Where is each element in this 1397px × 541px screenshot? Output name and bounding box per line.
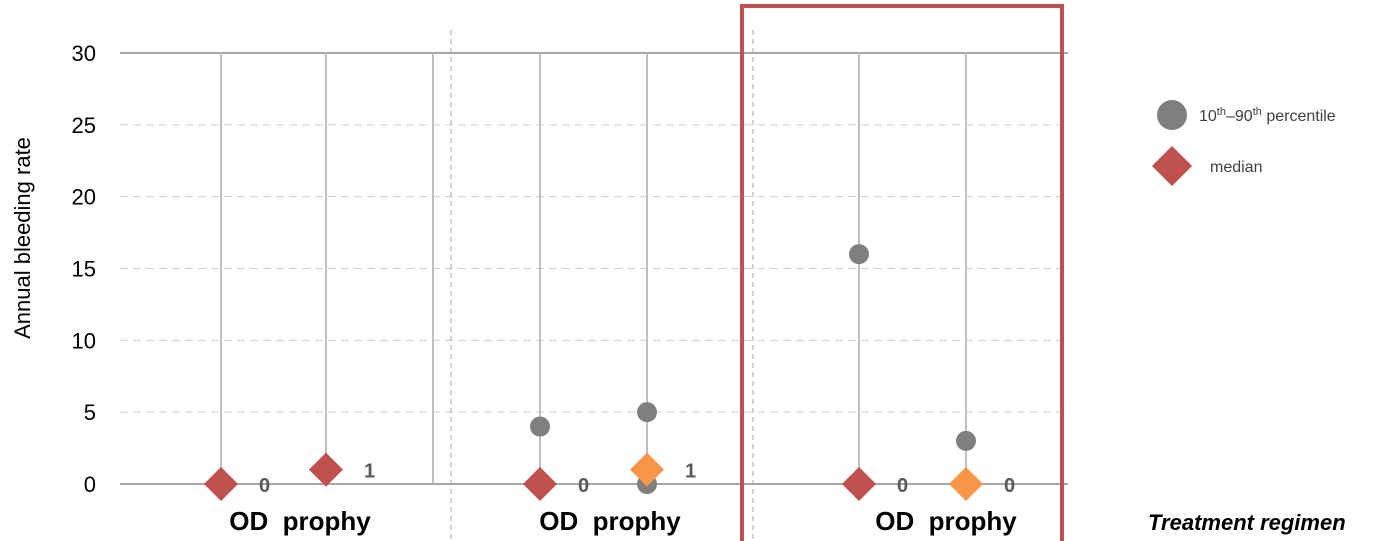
legend: 10th–90th percentile median — [1157, 100, 1336, 176]
median-data-label: 1 — [364, 461, 375, 483]
median-data-label: 0 — [897, 475, 908, 497]
group-label: OD prophy — [875, 506, 1017, 536]
legend-percentile-marker — [1157, 100, 1187, 130]
median-data-label: 0 — [259, 475, 270, 497]
y-tick-label: 30 — [72, 41, 96, 66]
median-marker — [204, 467, 238, 501]
p90-point — [530, 416, 550, 437]
y-tick-label: 25 — [72, 113, 96, 138]
y-axis-label: Annual bleeding rate — [10, 137, 35, 339]
highlight-box — [740, 4, 1064, 541]
y-tick-label: 20 — [72, 185, 96, 210]
y-tick-label: 10 — [72, 328, 96, 353]
median-marker — [630, 452, 664, 487]
y-tick-label: 0 — [84, 472, 96, 497]
p90-point — [956, 430, 976, 451]
median-marker — [949, 467, 983, 501]
chart-marks — [204, 53, 1192, 501]
y-tick-label: 15 — [72, 257, 96, 282]
p90-point — [849, 244, 869, 265]
legend-median-label: median — [1210, 159, 1262, 176]
median-marker — [842, 467, 876, 501]
p90-point — [637, 402, 657, 423]
chart-labels: 0 5 10 15 20 25 30 0 1 OD prophy 0 1 OD prophy 0 0 OD p… — [72, 41, 1018, 536]
legend-median-marker — [1152, 146, 1192, 186]
y-tick-label: 5 — [84, 400, 96, 425]
group-label: OD prophy — [229, 506, 371, 536]
x-axis-title: Treatment regimen — [1148, 510, 1346, 535]
legend-percentile-label: 10th–90th percentile — [1199, 106, 1336, 125]
median-marker — [309, 452, 343, 487]
median-data-label: 1 — [685, 461, 696, 483]
median-data-label: 0 — [1004, 475, 1015, 497]
median-data-label: 0 — [578, 475, 589, 497]
median-marker — [523, 467, 557, 501]
axes — [120, 4, 1068, 541]
group-label: OD prophy — [539, 506, 681, 536]
gridlines — [120, 124, 1068, 413]
